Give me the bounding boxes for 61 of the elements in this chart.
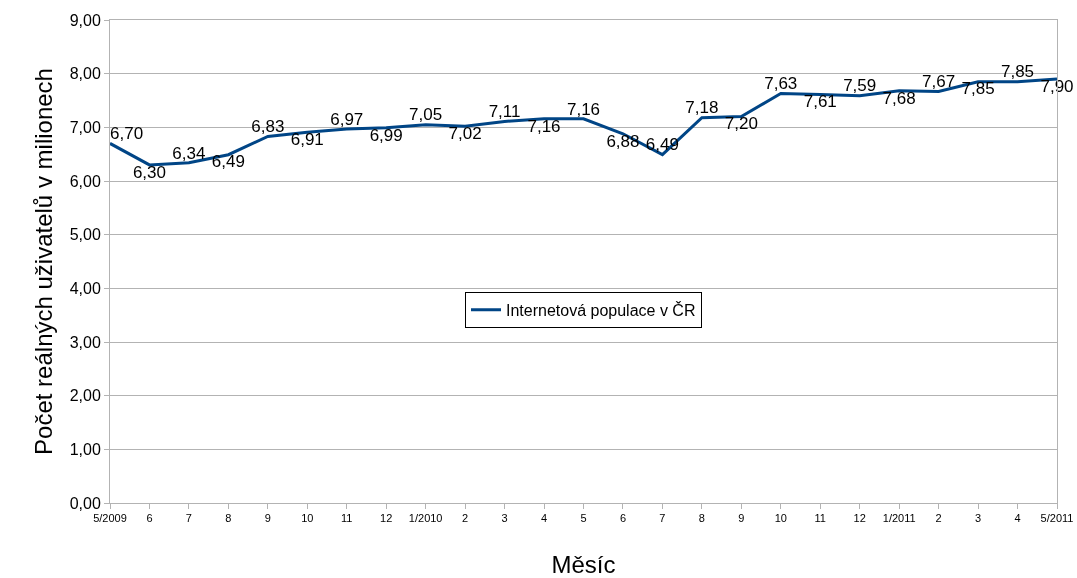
data-label: 6,88 (606, 131, 640, 151)
data-label: 6,97 (330, 109, 364, 129)
data-label: 7,20 (724, 114, 758, 134)
x-tick-label: 1/2010 (408, 512, 443, 525)
x-tick-label: 8 (225, 512, 232, 525)
data-label: 7,85 (961, 79, 995, 99)
x-tick-label: 10 (301, 512, 314, 525)
data-label: 6,83 (251, 117, 285, 137)
x-tick-label: 4 (1014, 512, 1021, 525)
x-tick-label: 3 (975, 512, 982, 525)
y-tick-label: 7,00 (69, 118, 101, 136)
data-label: 7,59 (843, 76, 877, 96)
x-tick-label: 10 (774, 512, 787, 525)
data-label: 7,63 (764, 74, 798, 94)
y-tick-label: 3,00 (69, 333, 101, 351)
y-tick-label: 1,00 (69, 440, 101, 458)
data-label: 6,91 (290, 129, 324, 149)
x-tick-label: 5/2009 (93, 512, 127, 525)
data-label: 6,49 (211, 152, 245, 172)
x-tick-label: 8 (698, 512, 705, 525)
data-label: 7,16 (527, 116, 561, 136)
y-tick-label: 6,00 (69, 172, 101, 190)
y-tick-label: 5,00 (69, 226, 101, 244)
data-label: 7,02 (448, 124, 482, 144)
y-tick-label: 4,00 (69, 279, 101, 297)
data-label: 7,11 (488, 102, 521, 122)
x-tick-label: 7 (185, 512, 192, 525)
data-label: 6,70 (110, 124, 144, 144)
legend-label: Internetová populace v ČR (506, 300, 696, 319)
y-tick-label: 2,00 (69, 387, 101, 405)
y-tick-label: 8,00 (69, 65, 101, 83)
x-tick-label: 9 (264, 512, 271, 525)
data-label: 7,68 (882, 88, 916, 108)
x-tick-label: 7 (659, 512, 666, 525)
data-label: 7,05 (409, 105, 443, 125)
x-tick-label: 11 (814, 512, 826, 525)
x-tick-label: 6 (619, 512, 627, 525)
x-tick-label: 3 (501, 512, 508, 525)
x-tick-label: 11 (341, 512, 353, 525)
data-label: 7,67 (922, 72, 956, 92)
data-label: 7,16 (566, 99, 601, 119)
y-tick-label: 9,00 (69, 11, 101, 29)
x-tick-label: 5 (580, 512, 587, 525)
x-tick-label: 5/2011 (1040, 512, 1074, 525)
y-axis-title: Počet reálných uživatelů v milionech (30, 68, 57, 455)
x-tick-label: 2 (935, 512, 942, 525)
data-label: 6,99 (369, 125, 403, 145)
x-tick-label: 1/2011 (882, 512, 916, 525)
data-label: 7,18 (685, 98, 719, 118)
x-tick-label: 12 (853, 512, 866, 525)
x-axis-title: Měsíc (551, 551, 616, 578)
data-label: 6,34 (172, 143, 206, 163)
y-tick-label: 0,00 (69, 494, 101, 512)
data-label: 7,61 (803, 92, 837, 112)
x-tick-label: 9 (738, 512, 745, 525)
x-tick-label: 4 (540, 512, 548, 525)
x-tick-label: 2 (462, 512, 469, 525)
x-tick-label: 6 (146, 512, 153, 525)
x-tick-label: 12 (380, 512, 393, 525)
data-label: 7,85 (1000, 62, 1035, 82)
data-label: 6,30 (132, 162, 167, 182)
